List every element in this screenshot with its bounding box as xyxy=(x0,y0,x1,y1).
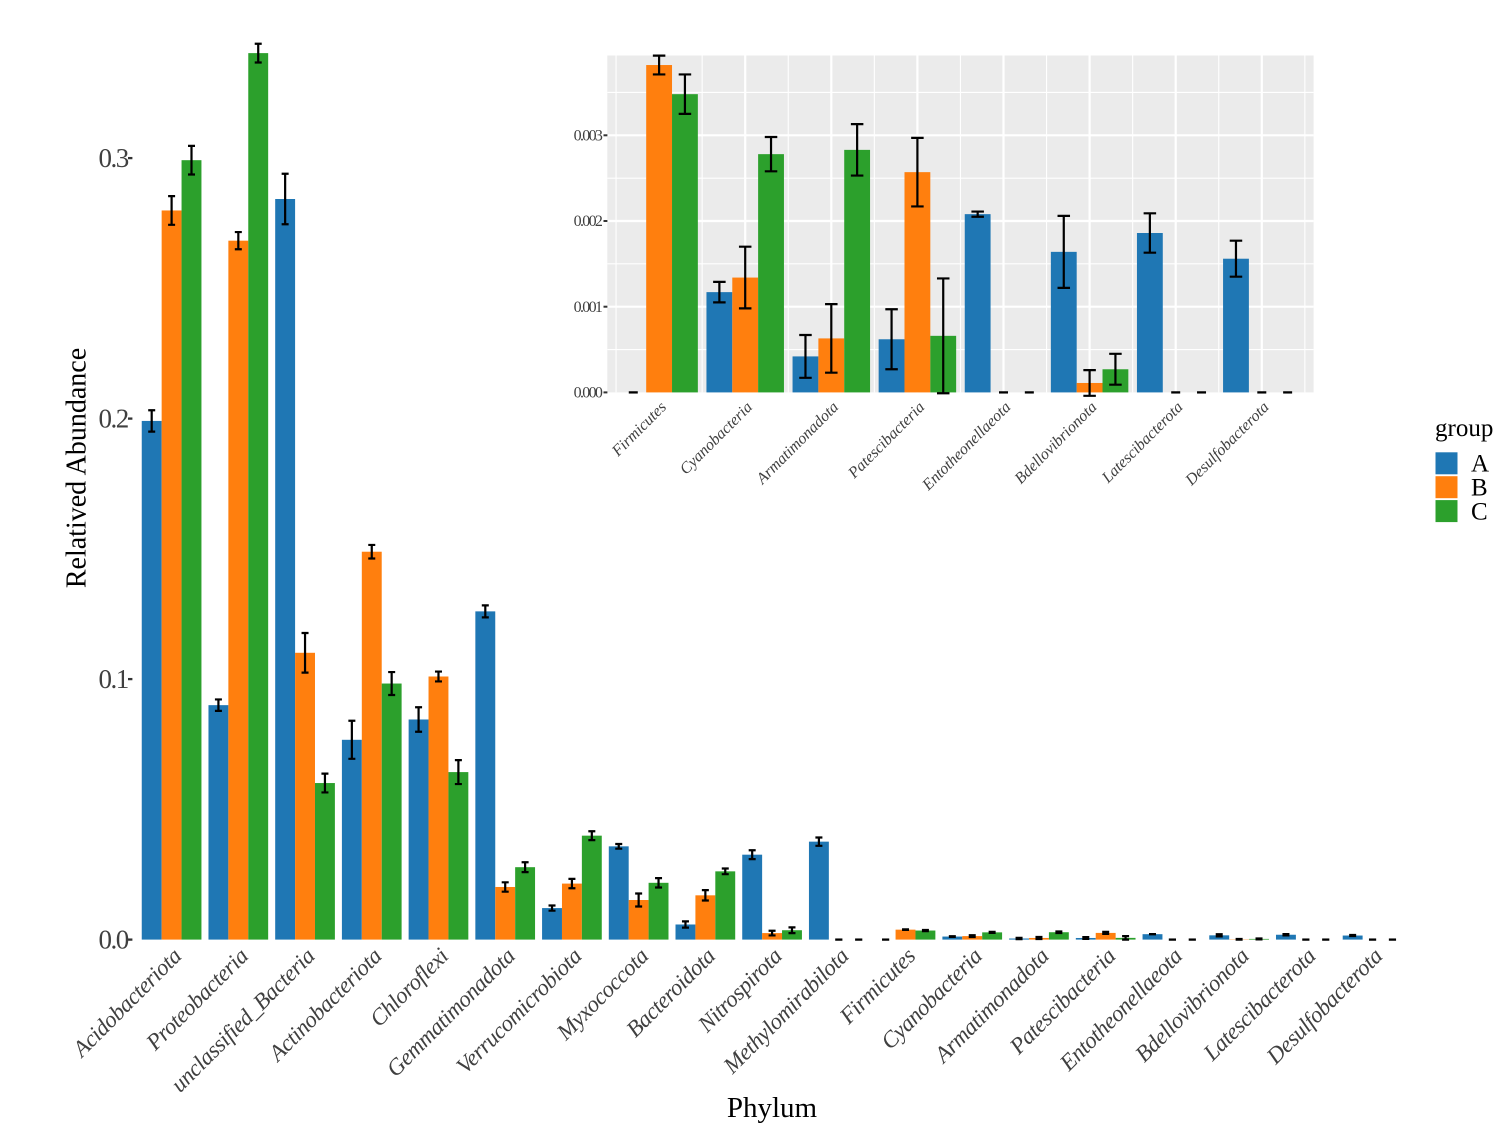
svg-text:0.001: 0.001 xyxy=(574,299,603,316)
svg-text:0.002: 0.002 xyxy=(574,213,603,230)
svg-text:C: C xyxy=(1471,498,1488,525)
svg-text:0.3: 0.3 xyxy=(99,143,129,173)
svg-text:Relatived Abundance: Relatived Abundance xyxy=(62,348,93,588)
svg-text:0.000: 0.000 xyxy=(574,385,603,402)
svg-text:Phylum: Phylum xyxy=(727,1092,818,1124)
svg-text:0.003: 0.003 xyxy=(574,128,603,145)
svg-text:0.1: 0.1 xyxy=(99,664,128,694)
svg-text:0.0: 0.0 xyxy=(99,924,129,954)
svg-text:0.2: 0.2 xyxy=(99,403,129,433)
svg-text:group: group xyxy=(1435,415,1493,442)
